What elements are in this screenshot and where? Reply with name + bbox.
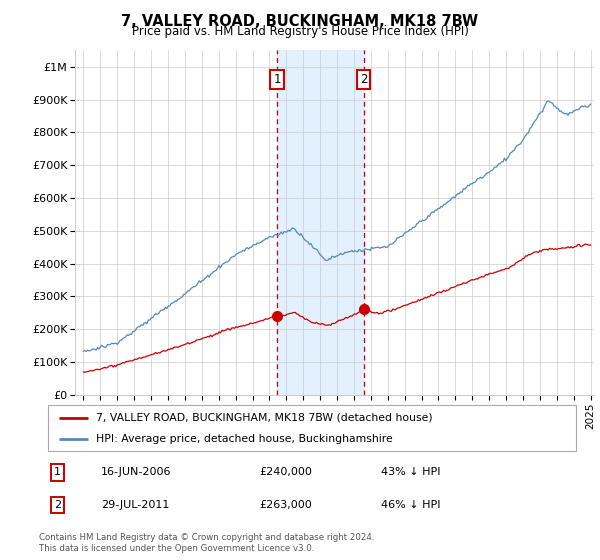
Bar [277, 50, 364, 395]
Text: 1: 1 [274, 73, 281, 86]
Text: 1: 1 [54, 468, 61, 478]
Text: 7, VALLEY ROAD, BUCKINGHAM, MK18 7BW: 7, VALLEY ROAD, BUCKINGHAM, MK18 7BW [121, 14, 479, 29]
Text: 46% ↓ HPI: 46% ↓ HPI [380, 500, 440, 510]
Text: HPI: Average price, detached house, Buckinghamshire: HPI: Average price, detached house, Buck… [95, 435, 392, 444]
Text: 2: 2 [360, 73, 367, 86]
Text: 16-JUN-2006: 16-JUN-2006 [101, 468, 172, 478]
Text: 29-JUL-2011: 29-JUL-2011 [101, 500, 169, 510]
Text: 43% ↓ HPI: 43% ↓ HPI [380, 468, 440, 478]
Text: 2: 2 [54, 500, 61, 510]
FancyBboxPatch shape [48, 405, 576, 451]
Text: Contains HM Land Registry data © Crown copyright and database right 2024.
This d: Contains HM Land Registry data © Crown c… [39, 533, 374, 553]
Text: £240,000: £240,000 [259, 468, 312, 478]
Text: 7, VALLEY ROAD, BUCKINGHAM, MK18 7BW (detached house): 7, VALLEY ROAD, BUCKINGHAM, MK18 7BW (de… [95, 413, 432, 423]
Text: Price paid vs. HM Land Registry's House Price Index (HPI): Price paid vs. HM Land Registry's House … [131, 25, 469, 38]
Text: £263,000: £263,000 [259, 500, 312, 510]
